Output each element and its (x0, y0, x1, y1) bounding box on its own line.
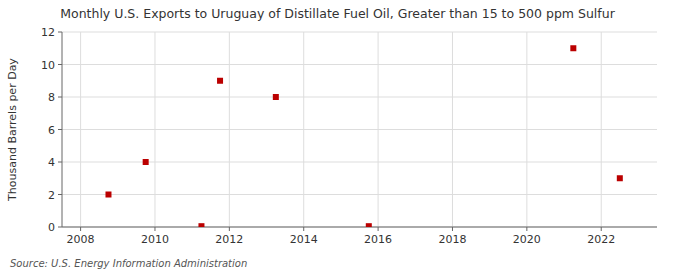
x-tick-label: 2008 (67, 233, 95, 246)
y-ticks: 0 2 4 6 8 10 12 (41, 26, 62, 234)
point (366, 223, 372, 227)
y-tick-label: 4 (48, 156, 55, 169)
x-grid-line (229, 32, 230, 227)
x-tick-label: 2022 (587, 233, 615, 246)
point (570, 45, 576, 51)
y-tick-label: 6 (48, 124, 55, 137)
x-tick (452, 227, 453, 231)
x-tick (80, 227, 81, 231)
y-grid-line (62, 194, 657, 195)
y-grid-line (62, 162, 657, 163)
x-axis-line (62, 227, 657, 228)
y-tick (58, 64, 62, 65)
chart-svg: 2008 2010 2012 2014 2016 2018 2020 2022 0 2 4 6 8 10 1… (0, 0, 675, 275)
point (198, 223, 204, 227)
x-tick (378, 227, 379, 231)
point (105, 192, 111, 198)
y-tick-label: 8 (48, 91, 55, 104)
y-grid-line (62, 32, 657, 33)
y-tick-label: 10 (41, 59, 55, 72)
x-tick (601, 227, 602, 231)
y-axis-label: Thousand Barrels per Day (6, 58, 19, 202)
point (217, 78, 223, 84)
x-grid-line (452, 32, 453, 227)
x-grid-line (526, 32, 527, 227)
x-grid-line (378, 32, 379, 227)
y-tick (58, 129, 62, 130)
y-tick (58, 162, 62, 163)
title: Monthly U.S. Exports to Uruguay of Disti… (60, 6, 615, 21)
point (143, 159, 149, 165)
y-tick (58, 194, 62, 195)
x-grid-line (601, 32, 602, 227)
point (617, 175, 623, 181)
y-tick (58, 32, 62, 33)
x-tick-label: 2010 (141, 233, 169, 246)
x-tick-label: 2020 (513, 233, 541, 246)
y-tick (58, 227, 62, 228)
source-note: Source: U.S. Energy Information Administ… (10, 258, 247, 269)
x-tick-label: 2018 (438, 233, 466, 246)
x-tick (526, 227, 527, 231)
x-grid-line (80, 32, 81, 227)
x-ticks: 2008 2010 2012 2014 2016 2018 2020 2022 (67, 227, 616, 246)
x-tick (303, 227, 304, 231)
grid (62, 32, 657, 227)
y-grid-line (62, 97, 657, 98)
y-tick-label: 0 (48, 221, 55, 234)
y-grid-line (62, 64, 657, 65)
y-tick-label: 12 (41, 26, 55, 39)
x-tick-label: 2016 (364, 233, 392, 246)
points (105, 45, 622, 227)
x-grid-line (303, 32, 304, 227)
y-grid-line (62, 227, 657, 228)
x-tick-label: 2014 (290, 233, 318, 246)
x-grid-line (154, 32, 155, 227)
x-tick-label: 2012 (215, 233, 243, 246)
chart-container: 2008 2010 2012 2014 2016 2018 2020 2022 0 2 4 6 8 10 1… (0, 0, 675, 275)
x-tick (229, 227, 230, 231)
point (273, 94, 279, 100)
y-grid-line (62, 129, 657, 130)
y-tick (58, 97, 62, 98)
x-tick (154, 227, 155, 231)
y-tick-label: 2 (48, 189, 55, 202)
